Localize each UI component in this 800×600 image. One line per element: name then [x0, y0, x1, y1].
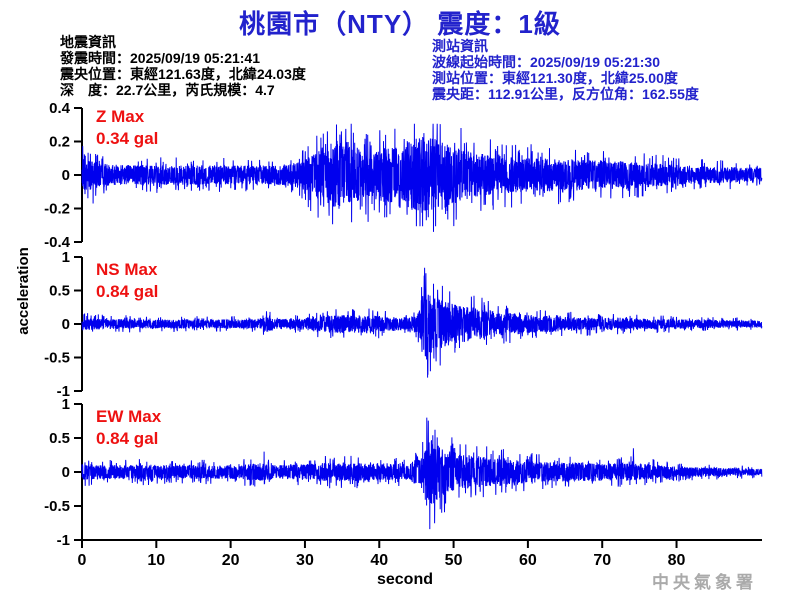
- x-tick-label: 50: [445, 552, 463, 569]
- station-info-heading: 測站資訊: [432, 38, 488, 54]
- x-tick-label: 10: [147, 552, 165, 569]
- ew-max-title: EW Max: [96, 407, 162, 426]
- epicenter-location: 震央位置：東經121.63度，北緯24.03度: [60, 66, 306, 82]
- y-tick-label: 0.5: [49, 430, 70, 447]
- y-axis-title: acceleration: [15, 247, 32, 335]
- y-tick-label: 0.2: [49, 134, 70, 151]
- y-tick-label: -0.5: [44, 498, 70, 515]
- y-tick-label: 0: [62, 167, 70, 184]
- z-max-value: 0.34 gal: [96, 129, 159, 148]
- x-tick-label: 80: [668, 552, 686, 569]
- y-tick-label: -0.5: [44, 350, 70, 367]
- x-tick-label: 30: [296, 552, 314, 569]
- epicentral-distance: 震央距：112.91公里，反方位角：162.55度: [432, 86, 699, 102]
- y-tick-label: -0.2: [44, 201, 70, 218]
- ew-max-label: EW Max 0.84 gal: [96, 406, 161, 450]
- y-tick-label: -1: [57, 532, 70, 549]
- earthquake-info-heading: 地震資訊: [60, 34, 116, 50]
- watermark: 中央氣象署: [652, 573, 757, 593]
- Z-waveform: [81, 123, 763, 232]
- z-max-title: Z Max: [96, 107, 145, 126]
- z-max-label: Z Max 0.34 gal: [96, 106, 158, 150]
- y-tick-label: -1: [57, 383, 70, 400]
- depth-magnitude: 深 度：22.7公里，芮氏規模：4.7: [60, 82, 275, 98]
- x-tick-label: 40: [370, 552, 388, 569]
- x-tick-label: 70: [593, 552, 611, 569]
- NS-waveform: [81, 267, 763, 378]
- EW-waveform: [81, 417, 763, 530]
- ns-max-value: 0.84 gal: [96, 282, 159, 301]
- x-tick-label: 20: [222, 552, 240, 569]
- y-tick-label: 0: [62, 464, 70, 481]
- x-tick-label: 0: [78, 552, 87, 569]
- y-tick-label: 0.4: [49, 100, 71, 117]
- ns-max-title: NS Max: [96, 260, 158, 279]
- x-tick-label: 60: [519, 552, 537, 569]
- y-tick-label: 1: [62, 396, 70, 413]
- ew-max-value: 0.84 gal: [96, 429, 159, 448]
- y-tick-label: 0.5: [49, 283, 70, 300]
- y-tick-label: 0: [62, 316, 70, 333]
- station-info: 測站資訊 波線起始時間：2025/09/19 05:21:30 測站位置：東經1…: [432, 38, 699, 102]
- wave-start-time: 波線起始時間：2025/09/19 05:21:30: [432, 54, 660, 70]
- y-tick-label: 1: [62, 249, 70, 266]
- y-tick-label: -0.4: [44, 234, 71, 251]
- x-axis-title: second: [376, 571, 433, 588]
- page-title: 桃園市（NTY） 震度：1級: [239, 9, 561, 39]
- origin-time: 發震時間：2025/09/19 05:21:41: [60, 50, 260, 66]
- station-location: 測站位置：東經121.30度，北緯25.00度: [432, 70, 678, 86]
- earthquake-info: 地震資訊 發震時間：2025/09/19 05:21:41 震央位置：東經121…: [60, 34, 306, 98]
- ns-max-label: NS Max 0.84 gal: [96, 259, 158, 303]
